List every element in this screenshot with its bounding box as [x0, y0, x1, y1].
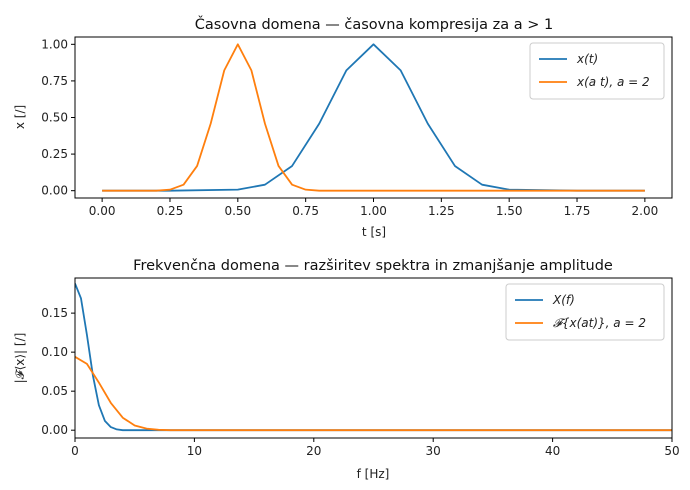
frequency-domain-chart: Frekvenčna domena — razširitev spektra i… — [13, 258, 680, 481]
axes-frame — [74, 277, 673, 439]
x-tick-label: 0.50 — [224, 204, 251, 218]
x-tick-label: 10 — [187, 444, 202, 458]
legend: X(f) 𝓕{x(at)}, a = 2 — [505, 283, 665, 341]
x-tick-label: 1.75 — [564, 204, 591, 218]
time-domain-ylabel: x [/] — [13, 105, 27, 129]
x-tick-label: 50 — [664, 444, 679, 458]
x-tick-label: 2.00 — [632, 204, 659, 218]
x-tick-label: 1.50 — [496, 204, 523, 218]
series-line-1 — [102, 43, 645, 192]
time-domain-chart: Časovna domena — časovna kompresija za a… — [13, 15, 673, 239]
frequency-domain-title: Frekvenčna domena — razširitev spektra i… — [133, 258, 613, 274]
x-tick-label: 1.25 — [428, 204, 455, 218]
y-tick-label: 0.00 — [41, 184, 68, 198]
series-line-0 — [102, 43, 645, 192]
x-tick-label: 0.25 — [157, 204, 184, 218]
y-tick-label: 0.75 — [41, 74, 68, 88]
legend: x(t) x(a t), a = 2 — [529, 42, 665, 100]
y-tick-label: 0.10 — [41, 345, 68, 359]
legend-label-0: X(f) — [552, 293, 575, 307]
frequency-domain-ylabel: |𝓕⟨x⟩| [/] — [13, 333, 27, 384]
x-tick-label: 40 — [545, 444, 560, 458]
frequency-domain-plot-area: 0 10 20 30 40 50 0.00 0.05 0.10 0.15 X(f) 𝓕{x(at)},… — [41, 277, 680, 458]
legend-label-0: x(t) — [576, 52, 598, 66]
y-tick-label: 0.25 — [41, 147, 68, 161]
x-tick-label: 0.00 — [89, 204, 116, 218]
x-tick-label: 20 — [306, 444, 321, 458]
x-tick-label: 30 — [426, 444, 441, 458]
y-tick-label: 0.05 — [41, 384, 68, 398]
series-line-1 — [75, 356, 672, 432]
y-tick-label: 1.00 — [41, 37, 68, 51]
y-tick-label: 0.15 — [41, 306, 68, 320]
time-domain-plot-area: 0.00 0.25 0.50 0.75 1.00 1.25 1.50 1.75 2.00 0.00… — [41, 36, 673, 218]
x-tick-label: 0 — [71, 444, 79, 458]
time-domain-xlabel: t [s] — [362, 225, 386, 239]
y-tick-label: 0.00 — [41, 423, 68, 437]
legend-label-1: 𝓕{x(at)}, a = 2 — [553, 316, 646, 330]
y-tick-label: 0.50 — [41, 111, 68, 125]
frequency-domain-xlabel: f [Hz] — [357, 467, 390, 481]
x-tick-label: 1.00 — [360, 204, 387, 218]
series-line-0 — [75, 283, 672, 432]
legend-label-1: x(a t), a = 2 — [576, 75, 650, 89]
time-domain-title: Časovna domena — časovna kompresija za a… — [195, 15, 554, 33]
x-tick-label: 0.75 — [292, 204, 319, 218]
